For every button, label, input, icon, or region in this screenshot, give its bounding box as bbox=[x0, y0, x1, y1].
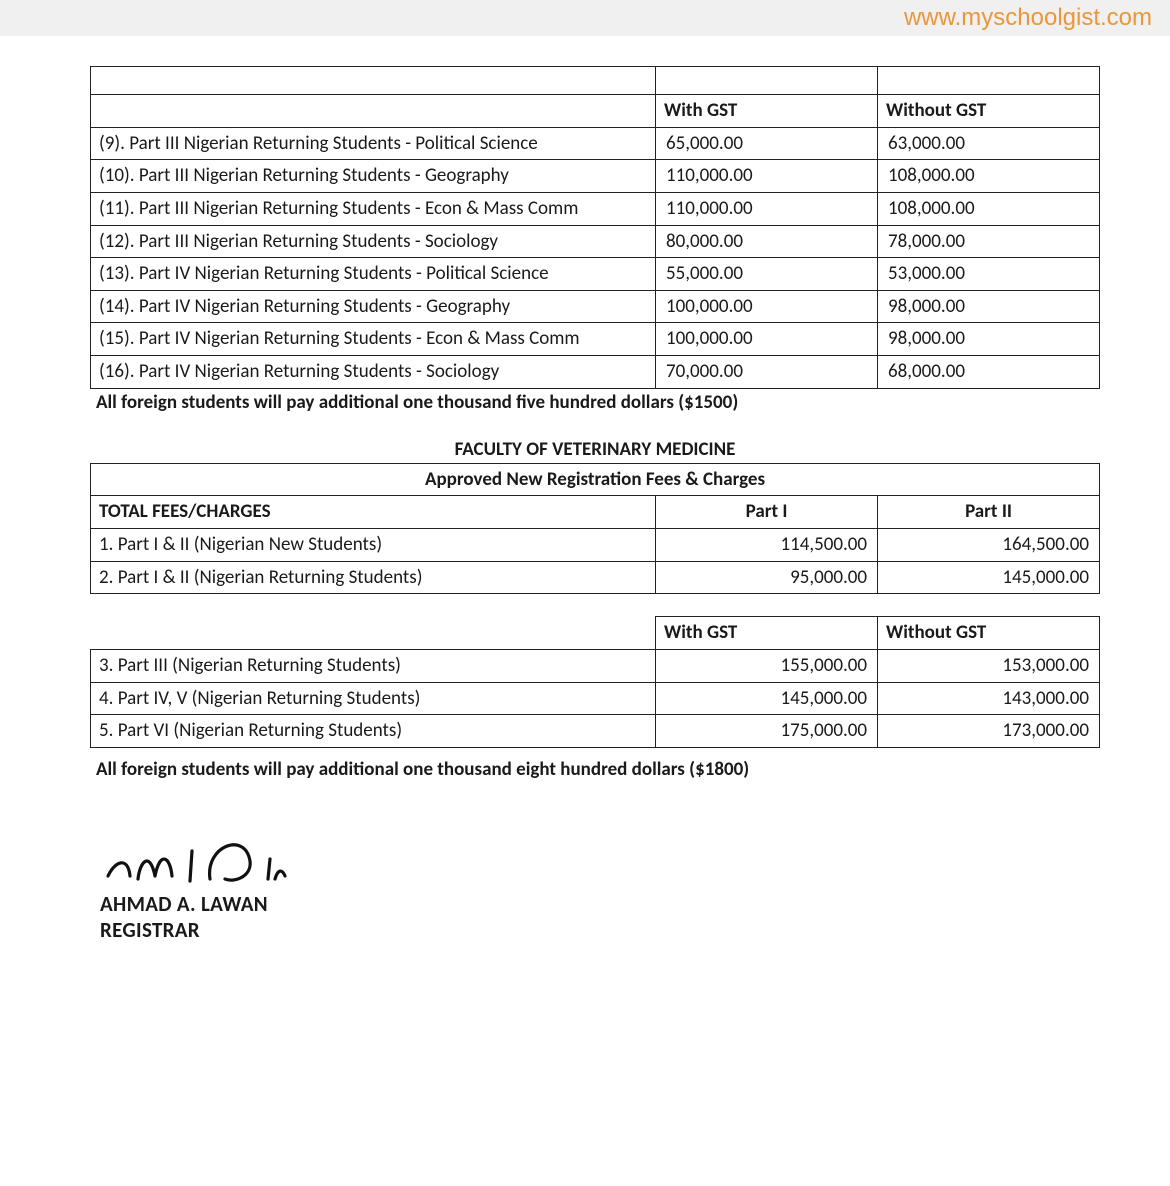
value-cell: 108,000.00 bbox=[878, 192, 1100, 225]
value-cell: 80,000.00 bbox=[656, 225, 878, 258]
table-row: (10). Part III Nigerian Returning Studen… bbox=[91, 160, 1100, 193]
desc-cell: (10). Part III Nigerian Returning Studen… bbox=[91, 160, 656, 193]
table-row: 3. Part III (Nigerian Returning Students… bbox=[91, 649, 1100, 682]
value-cell: 100,000.00 bbox=[656, 290, 878, 323]
signature-title: REGISTRAR bbox=[100, 917, 1100, 943]
table-header-row: With GST Without GST bbox=[91, 617, 1100, 650]
table-row: 4. Part IV, V (Nigerian Returning Studen… bbox=[91, 682, 1100, 715]
table-header-row: TOTAL FEES/CHARGES Part I Part II bbox=[91, 496, 1100, 529]
value-cell: 95,000.00 bbox=[656, 561, 878, 594]
header-cell: TOTAL FEES/CHARGES bbox=[91, 496, 656, 529]
header-cell: With GST bbox=[656, 617, 878, 650]
signature-icon bbox=[100, 821, 320, 891]
fees-table-2b: With GST Without GST 3. Part III (Nigeri… bbox=[90, 616, 1100, 748]
table-row: (16). Part IV Nigerian Returning Student… bbox=[91, 356, 1100, 389]
header-cell: Part I bbox=[656, 496, 878, 529]
table-header-row: With GST Without GST bbox=[91, 95, 1100, 128]
desc-cell: 1. Part I & II (Nigerian New Students) bbox=[91, 529, 656, 562]
subtitle-row: Approved New Registration Fees & Charges bbox=[91, 463, 1100, 496]
desc-cell: 3. Part III (Nigerian Returning Students… bbox=[91, 649, 656, 682]
value-cell: 153,000.00 bbox=[878, 649, 1100, 682]
table-row: (12). Part III Nigerian Returning Studen… bbox=[91, 225, 1100, 258]
value-cell: 110,000.00 bbox=[656, 192, 878, 225]
value-cell: 63,000.00 bbox=[878, 127, 1100, 160]
desc-cell: (13). Part IV Nigerian Returning Student… bbox=[91, 258, 656, 291]
table-row: (11). Part III Nigerian Returning Studen… bbox=[91, 192, 1100, 225]
header-cell bbox=[91, 617, 656, 650]
header-cell: With GST bbox=[656, 95, 878, 128]
table-row: (14). Part IV Nigerian Returning Student… bbox=[91, 290, 1100, 323]
value-cell: 110,000.00 bbox=[656, 160, 878, 193]
fees-table-2a: Approved New Registration Fees & Charges… bbox=[90, 463, 1100, 595]
value-cell: 114,500.00 bbox=[656, 529, 878, 562]
faculty-title: FACULTY OF VETERINARY MEDICINE bbox=[90, 438, 1100, 461]
desc-cell: 5. Part VI (Nigerian Returning Students) bbox=[91, 715, 656, 748]
foreign-note-1: All foreign students will pay additional… bbox=[96, 391, 1100, 414]
header-cell bbox=[91, 95, 656, 128]
desc-cell: 2. Part I & II (Nigerian Returning Stude… bbox=[91, 561, 656, 594]
signature-name: AHMAD A. LAWAN bbox=[100, 891, 1100, 917]
value-cell: 145,000.00 bbox=[878, 561, 1100, 594]
desc-cell: (14). Part IV Nigerian Returning Student… bbox=[91, 290, 656, 323]
value-cell: 108,000.00 bbox=[878, 160, 1100, 193]
desc-cell: (11). Part III Nigerian Returning Studen… bbox=[91, 192, 656, 225]
table-row: 5. Part VI (Nigerian Returning Students)… bbox=[91, 715, 1100, 748]
table-row bbox=[91, 67, 1100, 95]
value-cell: 173,000.00 bbox=[878, 715, 1100, 748]
desc-cell: (15). Part IV Nigerian Returning Student… bbox=[91, 323, 656, 356]
value-cell: 164,500.00 bbox=[878, 529, 1100, 562]
desc-cell: 4. Part IV, V (Nigerian Returning Studen… bbox=[91, 682, 656, 715]
signature-block: AHMAD A. LAWAN REGISTRAR bbox=[100, 821, 1100, 943]
fees-table-1: With GST Without GST (9). Part III Niger… bbox=[90, 66, 1100, 389]
desc-cell: (9). Part III Nigerian Returning Student… bbox=[91, 127, 656, 160]
foreign-note-2: All foreign students will pay additional… bbox=[96, 758, 1100, 781]
header-cell: Without GST bbox=[878, 617, 1100, 650]
header-cell: Part II bbox=[878, 496, 1100, 529]
table-row: 1. Part I & II (Nigerian New Students) 1… bbox=[91, 529, 1100, 562]
desc-cell: (16). Part IV Nigerian Returning Student… bbox=[91, 356, 656, 389]
topbar: www.myschoolgist.com bbox=[0, 0, 1170, 36]
document-page: With GST Without GST (9). Part III Niger… bbox=[0, 36, 1170, 983]
value-cell: 65,000.00 bbox=[656, 127, 878, 160]
value-cell: 70,000.00 bbox=[656, 356, 878, 389]
value-cell: 155,000.00 bbox=[656, 649, 878, 682]
value-cell: 98,000.00 bbox=[878, 323, 1100, 356]
value-cell: 98,000.00 bbox=[878, 290, 1100, 323]
value-cell: 55,000.00 bbox=[656, 258, 878, 291]
table-row: 2. Part I & II (Nigerian Returning Stude… bbox=[91, 561, 1100, 594]
value-cell: 175,000.00 bbox=[656, 715, 878, 748]
subtitle-cell: Approved New Registration Fees & Charges bbox=[91, 463, 1100, 496]
value-cell: 145,000.00 bbox=[656, 682, 878, 715]
table-row: (13). Part IV Nigerian Returning Student… bbox=[91, 258, 1100, 291]
desc-cell: (12). Part III Nigerian Returning Studen… bbox=[91, 225, 656, 258]
value-cell: 53,000.00 bbox=[878, 258, 1100, 291]
value-cell: 100,000.00 bbox=[656, 323, 878, 356]
table-row: (9). Part III Nigerian Returning Student… bbox=[91, 127, 1100, 160]
value-cell: 78,000.00 bbox=[878, 225, 1100, 258]
value-cell: 143,000.00 bbox=[878, 682, 1100, 715]
watermark-url: www.myschoolgist.com bbox=[904, 4, 1152, 32]
value-cell: 68,000.00 bbox=[878, 356, 1100, 389]
table-row: (15). Part IV Nigerian Returning Student… bbox=[91, 323, 1100, 356]
header-cell: Without GST bbox=[878, 95, 1100, 128]
